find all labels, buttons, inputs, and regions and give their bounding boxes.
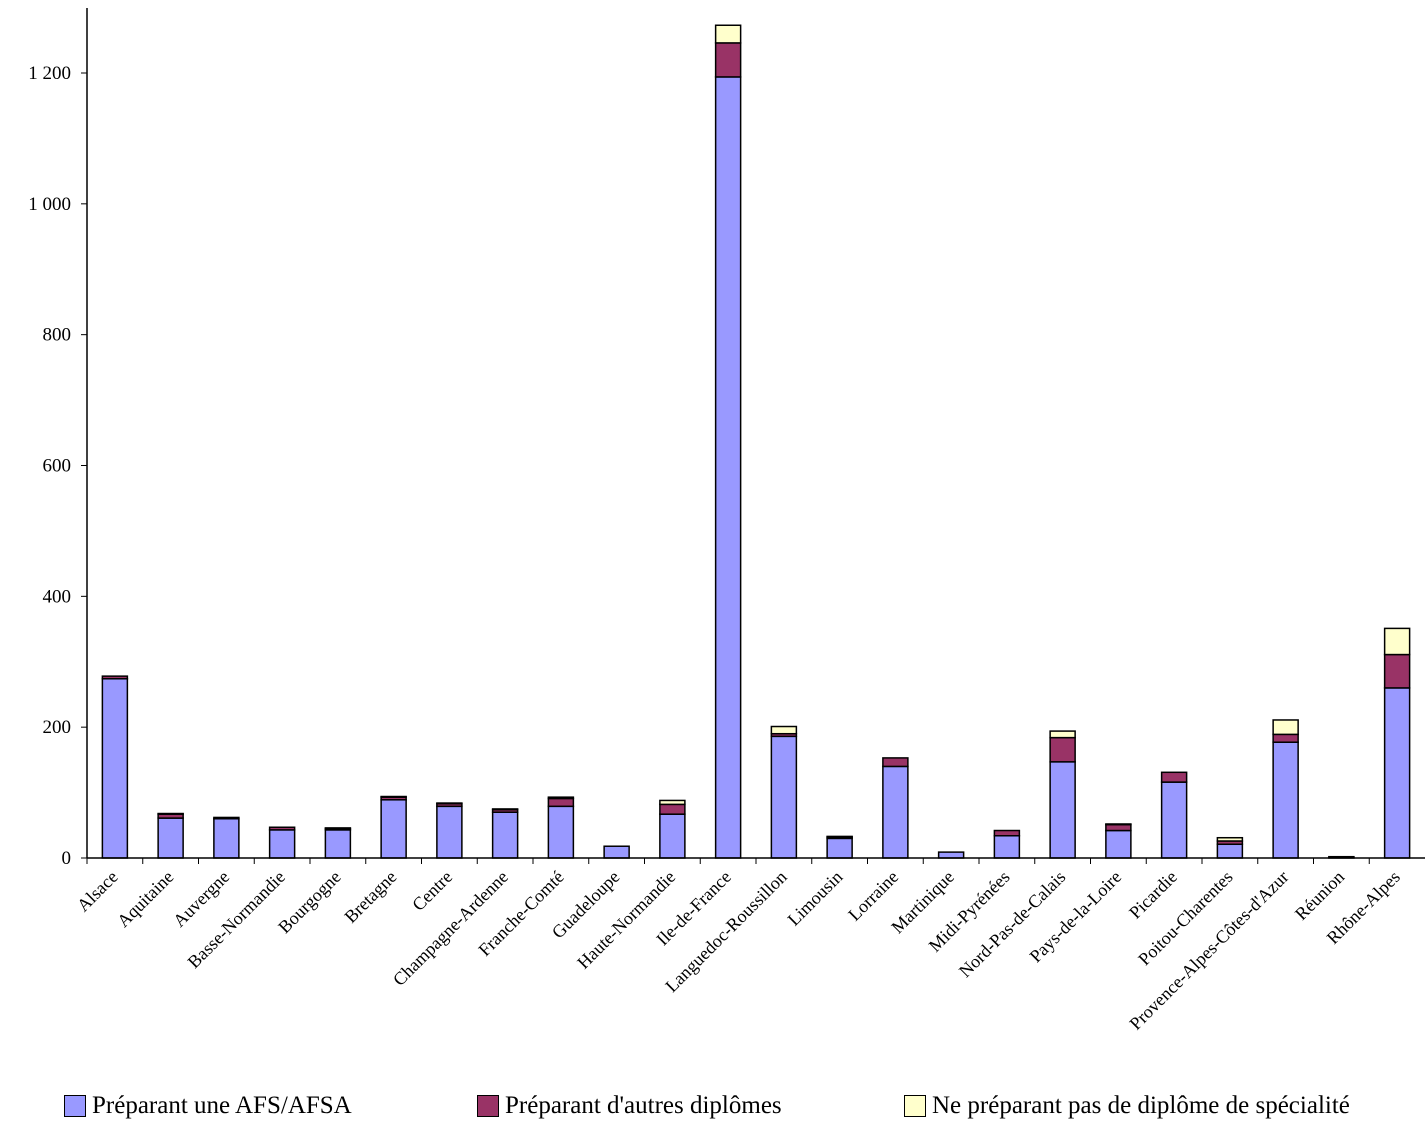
bar-23-series-1 — [1383, 653, 1411, 689]
legend-label-afs: Préparant une AFS/AFSA — [92, 1092, 352, 1119]
bar-20-series-0 — [1216, 843, 1244, 859]
legend-item-autres: Préparant d'autres diplômes — [477, 1092, 782, 1120]
bar-14-series-0 — [882, 765, 909, 859]
x-tick-label: Centre — [408, 867, 456, 915]
x-tick-label: Limousin — [784, 867, 847, 930]
x-tick-label: Haute-Normandie — [573, 867, 679, 973]
bar-0-series-0 — [101, 678, 129, 859]
legend-swatch-aucun — [904, 1095, 926, 1117]
x-tick-label: Picardie — [1125, 867, 1181, 923]
bar-10-series-2 — [659, 799, 686, 806]
bar-8-series-0 — [547, 805, 575, 859]
bar-11-series-1 — [714, 42, 742, 78]
x-tick-label: Alsace — [73, 867, 122, 916]
bar-23-series-0 — [1383, 687, 1411, 859]
bar-23-series-2 — [1383, 627, 1411, 656]
bar-10-series-1 — [659, 803, 686, 815]
legend-swatch-afs — [64, 1095, 86, 1117]
bar-16-series-0 — [993, 835, 1021, 859]
bar-8-series-2 — [547, 796, 575, 800]
bar-1-series-2 — [157, 812, 184, 815]
bar-1-series-0 — [157, 817, 184, 859]
legend-item-afs: Préparant une AFS/AFSA — [64, 1092, 352, 1120]
bar-11-series-2 — [714, 24, 742, 44]
bar-18-series-1 — [1105, 823, 1132, 832]
bar-18-series-0 — [1105, 829, 1132, 859]
bar-14-series-1 — [882, 757, 909, 768]
bar-3-series-1 — [268, 826, 296, 831]
bar-12-series-0 — [770, 735, 798, 859]
bar-6-series-2 — [436, 802, 463, 805]
bars-layer — [101, 24, 1411, 859]
y-tick-label: 0 — [62, 848, 72, 869]
bar-12-series-2 — [770, 725, 798, 735]
bar-6-series-0 — [436, 805, 463, 859]
bar-19-series-1 — [1160, 771, 1188, 783]
bar-21-series-0 — [1272, 741, 1299, 859]
legend-item-aucun: Ne préparant pas de diplôme de spécialit… — [904, 1092, 1350, 1120]
bar-7-series-2 — [491, 808, 519, 811]
legend-swatch-autres — [477, 1095, 499, 1117]
bar-2-series-0 — [213, 818, 240, 859]
bar-19-series-0 — [1160, 781, 1188, 859]
chart: AlsaceAquitaineAuvergneBasse-NormandieBo… — [28, 8, 1425, 1034]
bar-7-series-0 — [491, 811, 519, 859]
bar-5-series-0 — [380, 799, 407, 859]
bar-13-series-0 — [826, 837, 853, 859]
bar-11-series-0 — [714, 76, 742, 859]
bar-21-series-1 — [1272, 733, 1299, 743]
legend-label-autres: Préparant d'autres diplômes — [505, 1092, 782, 1119]
bar-22-series-1 — [1328, 855, 1355, 859]
bar-2-series-1 — [213, 816, 240, 820]
bar-0-series-1 — [101, 675, 129, 680]
bar-13-series-2 — [826, 835, 853, 838]
bar-4-series-0 — [324, 829, 352, 859]
y-tick-label: 400 — [43, 586, 72, 607]
bar-8-series-1 — [547, 797, 575, 808]
bar-18-series-2 — [1105, 823, 1132, 826]
bar-17-series-0 — [1049, 761, 1076, 859]
bar-21-series-2 — [1272, 719, 1299, 736]
x-tick-label: Bretagne — [340, 867, 400, 927]
y-tick-label: 800 — [43, 325, 72, 346]
y-tick-label: 1 000 — [28, 194, 71, 215]
x-tick-label: Réunion — [1291, 867, 1348, 924]
bar-16-series-1 — [993, 829, 1021, 837]
y-tick-label: 600 — [43, 456, 72, 477]
legend-label-aucun: Ne préparant pas de diplôme de spécialit… — [932, 1092, 1350, 1119]
y-tick-label: 1 200 — [28, 63, 71, 84]
x-tick-label: Poitou-Charentes — [1134, 867, 1237, 970]
y-tick-label: 200 — [43, 717, 72, 738]
x-tick-label: Basse-Normandie — [184, 867, 289, 972]
x-tick-label: Nord-Pas-de-Calais — [955, 867, 1070, 982]
bar-5-series-2 — [380, 795, 407, 798]
bar-15-series-0 — [937, 851, 965, 859]
x-tick-label: Aquitaine — [113, 867, 177, 931]
bar-3-series-0 — [268, 829, 296, 859]
bar-17-series-1 — [1049, 736, 1076, 763]
bar-9-series-0 — [603, 845, 630, 859]
bar-10-series-0 — [659, 813, 686, 859]
bar-4-series-2 — [324, 827, 352, 830]
legend: Préparant une AFS/AFSA Préparant d'autre… — [0, 1092, 1425, 1128]
bar-17-series-2 — [1049, 730, 1076, 739]
bar-20-series-2 — [1216, 836, 1244, 842]
